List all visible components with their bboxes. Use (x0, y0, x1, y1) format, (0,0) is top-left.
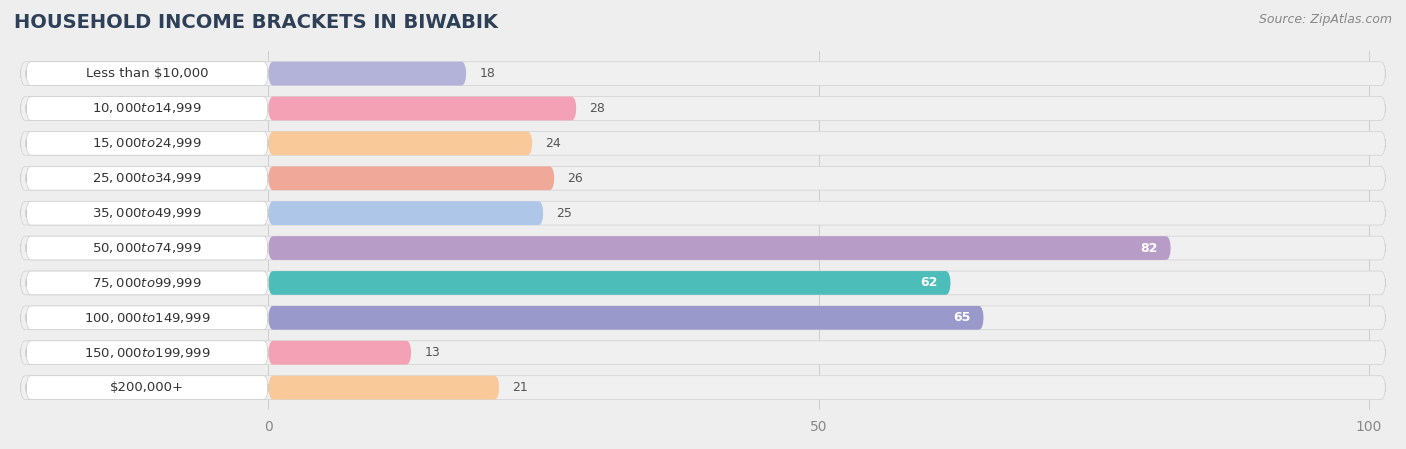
FancyBboxPatch shape (25, 306, 269, 330)
FancyBboxPatch shape (269, 97, 576, 120)
FancyBboxPatch shape (25, 236, 269, 260)
FancyBboxPatch shape (25, 341, 269, 365)
Text: $35,000 to $49,999: $35,000 to $49,999 (93, 206, 202, 220)
Text: 21: 21 (513, 381, 529, 394)
Text: $75,000 to $99,999: $75,000 to $99,999 (93, 276, 202, 290)
Text: HOUSEHOLD INCOME BRACKETS IN BIWABIK: HOUSEHOLD INCOME BRACKETS IN BIWABIK (14, 13, 498, 32)
Text: Source: ZipAtlas.com: Source: ZipAtlas.com (1258, 13, 1392, 26)
FancyBboxPatch shape (25, 132, 269, 155)
FancyBboxPatch shape (21, 97, 1385, 120)
Text: 26: 26 (568, 172, 583, 185)
FancyBboxPatch shape (21, 236, 1385, 260)
Text: $25,000 to $34,999: $25,000 to $34,999 (93, 171, 202, 185)
FancyBboxPatch shape (21, 341, 1385, 365)
Text: $15,000 to $24,999: $15,000 to $24,999 (93, 136, 202, 150)
FancyBboxPatch shape (25, 271, 269, 295)
FancyBboxPatch shape (25, 97, 269, 120)
Text: $10,000 to $14,999: $10,000 to $14,999 (93, 101, 202, 115)
Text: 62: 62 (920, 277, 938, 290)
FancyBboxPatch shape (21, 132, 1385, 155)
Text: 24: 24 (546, 137, 561, 150)
Text: 28: 28 (589, 102, 606, 115)
Text: 25: 25 (557, 207, 572, 220)
FancyBboxPatch shape (21, 271, 1385, 295)
FancyBboxPatch shape (21, 201, 1385, 225)
FancyBboxPatch shape (25, 376, 269, 400)
FancyBboxPatch shape (269, 167, 554, 190)
Text: 65: 65 (953, 311, 970, 324)
Text: Less than $10,000: Less than $10,000 (86, 67, 208, 80)
Text: $100,000 to $149,999: $100,000 to $149,999 (84, 311, 211, 325)
FancyBboxPatch shape (269, 271, 950, 295)
Text: 18: 18 (479, 67, 495, 80)
FancyBboxPatch shape (269, 62, 467, 85)
FancyBboxPatch shape (269, 341, 412, 365)
FancyBboxPatch shape (21, 62, 1385, 85)
FancyBboxPatch shape (21, 306, 1385, 330)
FancyBboxPatch shape (269, 132, 533, 155)
FancyBboxPatch shape (269, 236, 1171, 260)
Text: 13: 13 (425, 346, 440, 359)
Text: $50,000 to $74,999: $50,000 to $74,999 (93, 241, 202, 255)
Text: 82: 82 (1140, 242, 1157, 255)
FancyBboxPatch shape (269, 306, 984, 330)
FancyBboxPatch shape (269, 201, 543, 225)
FancyBboxPatch shape (21, 376, 1385, 400)
Text: $200,000+: $200,000+ (110, 381, 184, 394)
FancyBboxPatch shape (21, 167, 1385, 190)
FancyBboxPatch shape (25, 201, 269, 225)
FancyBboxPatch shape (269, 376, 499, 400)
Text: $150,000 to $199,999: $150,000 to $199,999 (84, 346, 211, 360)
FancyBboxPatch shape (25, 62, 269, 85)
FancyBboxPatch shape (25, 167, 269, 190)
